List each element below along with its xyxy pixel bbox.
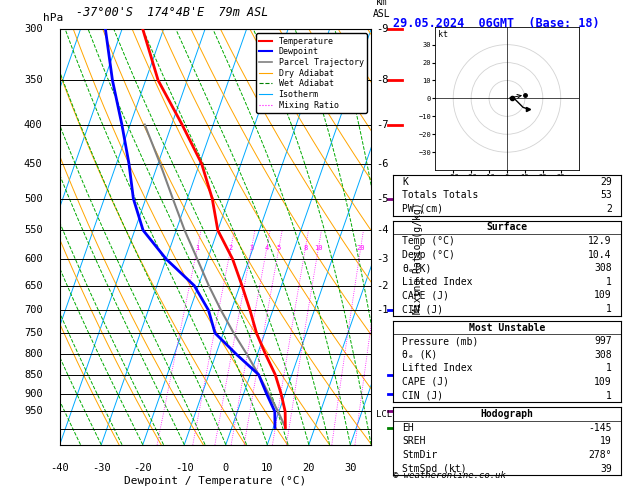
Text: Dewp (°C): Dewp (°C)	[402, 250, 455, 260]
Text: 308: 308	[594, 263, 612, 273]
Text: 20: 20	[303, 463, 315, 473]
Text: K: K	[402, 177, 408, 187]
Text: km
ASL: km ASL	[373, 0, 391, 19]
Text: EH: EH	[402, 423, 414, 433]
Text: 700: 700	[24, 305, 43, 315]
Text: CAPE (J): CAPE (J)	[402, 291, 449, 300]
Text: Dewpoint / Temperature (°C): Dewpoint / Temperature (°C)	[125, 476, 306, 486]
Text: 39: 39	[600, 464, 612, 473]
Text: LCL: LCL	[376, 411, 392, 419]
Text: 8: 8	[303, 245, 308, 251]
Text: 12.9: 12.9	[588, 236, 612, 246]
Text: -37°00'S  174°4B'E  79m ASL: -37°00'S 174°4B'E 79m ASL	[75, 6, 268, 19]
Text: 2: 2	[229, 245, 233, 251]
Text: -145: -145	[588, 423, 612, 433]
Text: 850: 850	[24, 369, 43, 380]
Text: StmSpd (kt): StmSpd (kt)	[402, 464, 467, 473]
Text: 19: 19	[600, 436, 612, 446]
Text: 997: 997	[594, 336, 612, 346]
Text: 278°: 278°	[588, 450, 612, 460]
Text: Hodograph: Hodograph	[481, 409, 533, 419]
Text: 308: 308	[594, 350, 612, 360]
Text: -20: -20	[133, 463, 152, 473]
Text: 500: 500	[24, 193, 43, 204]
Text: -30: -30	[92, 463, 111, 473]
Text: -10: -10	[175, 463, 194, 473]
Text: CIN (J): CIN (J)	[402, 304, 443, 314]
Text: 29.05.2024  06GMT  (Base: 18): 29.05.2024 06GMT (Base: 18)	[393, 17, 599, 30]
Text: PW (cm): PW (cm)	[402, 204, 443, 214]
Text: 600: 600	[24, 254, 43, 264]
Text: 750: 750	[24, 328, 43, 338]
Text: -5: -5	[376, 193, 388, 204]
Text: 53: 53	[600, 191, 612, 200]
Text: 350: 350	[24, 75, 43, 85]
Text: 300: 300	[24, 24, 43, 34]
Text: 450: 450	[24, 158, 43, 169]
Text: Most Unstable: Most Unstable	[469, 323, 545, 332]
Text: SREH: SREH	[402, 436, 426, 446]
Text: -1: -1	[376, 305, 388, 315]
Text: -40: -40	[50, 463, 69, 473]
Text: -6: -6	[376, 158, 388, 169]
Text: 800: 800	[24, 349, 43, 360]
Text: CAPE (J): CAPE (J)	[402, 377, 449, 387]
Text: 109: 109	[594, 377, 612, 387]
Text: 550: 550	[24, 225, 43, 235]
Legend: Temperature, Dewpoint, Parcel Trajectory, Dry Adiabat, Wet Adiabat, Isotherm, Mi: Temperature, Dewpoint, Parcel Trajectory…	[256, 34, 367, 113]
Text: Lifted Index: Lifted Index	[402, 277, 473, 287]
Text: -3: -3	[376, 254, 388, 264]
Text: 650: 650	[24, 280, 43, 291]
Text: CIN (J): CIN (J)	[402, 391, 443, 400]
Text: 10: 10	[261, 463, 274, 473]
Text: StmDir: StmDir	[402, 450, 438, 460]
Text: kt: kt	[438, 30, 448, 38]
Text: -4: -4	[376, 225, 388, 235]
Text: Lifted Index: Lifted Index	[402, 364, 473, 373]
Text: 10.4: 10.4	[588, 250, 612, 260]
Text: hPa: hPa	[43, 13, 63, 23]
Text: 1: 1	[606, 304, 612, 314]
Text: Mixing Ratio (g/kg): Mixing Ratio (g/kg)	[413, 202, 423, 313]
Text: 900: 900	[24, 389, 43, 399]
Text: -7: -7	[376, 120, 388, 130]
Text: 4: 4	[265, 245, 269, 251]
Text: -9: -9	[376, 24, 388, 34]
Text: -8: -8	[376, 75, 388, 85]
Text: 950: 950	[24, 406, 43, 417]
Text: 1: 1	[606, 391, 612, 400]
Text: Temp (°C): Temp (°C)	[402, 236, 455, 246]
Text: 3: 3	[250, 245, 253, 251]
Text: 30: 30	[344, 463, 357, 473]
Text: θₑ(K): θₑ(K)	[402, 263, 431, 273]
Text: 20: 20	[357, 245, 365, 251]
Text: 1: 1	[606, 277, 612, 287]
Text: 29: 29	[600, 177, 612, 187]
Text: -2: -2	[376, 280, 388, 291]
Text: θₑ (K): θₑ (K)	[402, 350, 438, 360]
Text: 2: 2	[606, 204, 612, 214]
Text: 109: 109	[594, 291, 612, 300]
Text: Pressure (mb): Pressure (mb)	[402, 336, 479, 346]
Text: 1: 1	[195, 245, 199, 251]
Text: 400: 400	[24, 120, 43, 130]
Text: © weatheronline.co.uk: © weatheronline.co.uk	[393, 471, 506, 480]
Text: Totals Totals: Totals Totals	[402, 191, 479, 200]
Text: Surface: Surface	[486, 223, 528, 232]
Text: 10: 10	[314, 245, 323, 251]
Text: 5: 5	[277, 245, 281, 251]
Text: 0: 0	[223, 463, 229, 473]
Text: 1: 1	[606, 364, 612, 373]
